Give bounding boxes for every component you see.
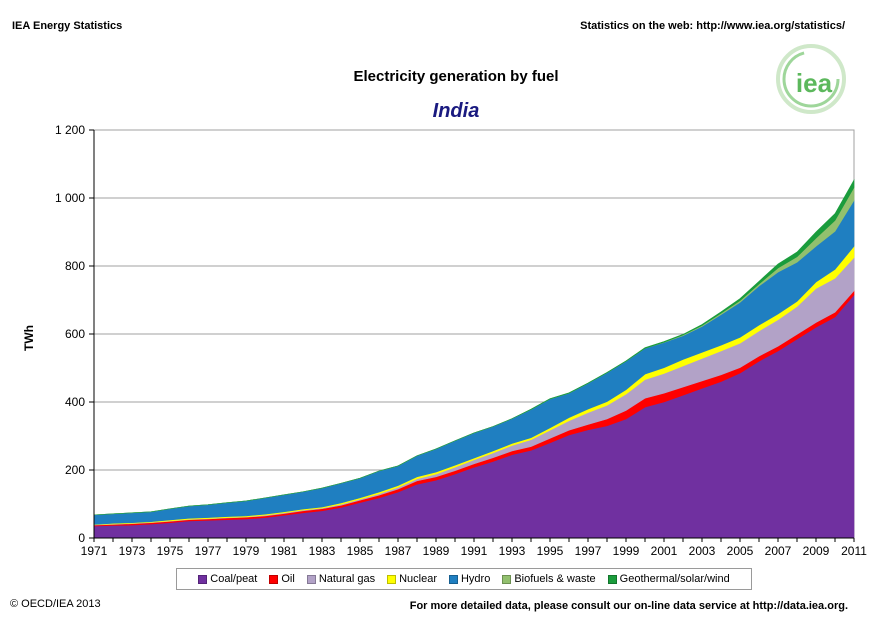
x-tick-label: 1979	[233, 544, 260, 558]
legend-item: Biofuels & waste	[502, 573, 596, 585]
legend-swatch	[306, 574, 316, 584]
legend-label: Nuclear	[399, 573, 437, 585]
x-tick-label: 1989	[423, 544, 450, 558]
y-tick-label: 800	[65, 259, 85, 273]
x-tick-label: 1971	[81, 544, 108, 558]
y-tick-label: 400	[65, 395, 85, 409]
footer-note: For more detailed data, please consult o…	[409, 600, 848, 612]
x-tick-label: 1995	[537, 544, 564, 558]
x-tick-label: 1983	[309, 544, 336, 558]
legend-label: Biofuels & waste	[514, 573, 596, 585]
x-tick-label: 2003	[689, 544, 716, 558]
x-tick-label: 1999	[613, 544, 640, 558]
x-tick-label: 2001	[651, 544, 678, 558]
y-tick-label: 1 200	[55, 123, 85, 137]
legend-swatch	[502, 574, 512, 584]
legend-item: Geothermal/solar/wind	[607, 573, 730, 585]
x-tick-label: 1977	[195, 544, 222, 558]
x-tick-label: 1975	[157, 544, 184, 558]
x-tick-label: 2009	[803, 544, 830, 558]
axis-layer: 0 200 400 600 800 1 000 1 200 1971 1973 1975 1977 1…	[55, 123, 867, 558]
legend-swatch	[198, 574, 208, 584]
y-tick-label: 600	[65, 327, 85, 341]
x-tick-label: 1985	[347, 544, 374, 558]
chart-subtitle: India	[432, 100, 480, 122]
legend-item: Natural gas	[306, 573, 376, 585]
x-tick-label: 1981	[271, 544, 298, 558]
x-tick-label: 1993	[499, 544, 526, 558]
iea-logo: iea	[776, 44, 846, 114]
x-tick-label: 2005	[727, 544, 754, 558]
header-left: IEA Energy Statistics	[12, 20, 123, 32]
logo-text: iea	[796, 68, 833, 98]
legend-item: Oil	[269, 573, 295, 585]
legend-label: Geothermal/solar/wind	[619, 573, 730, 585]
legend-item: Nuclear	[387, 573, 437, 585]
x-tick-label: 1973	[119, 544, 146, 558]
y-tick-label: 0	[78, 531, 85, 545]
legend-swatch	[269, 574, 279, 584]
header-right: Statistics on the web: http://www.iea.or…	[580, 20, 845, 32]
legend-swatch	[607, 574, 617, 584]
chart-title: Electricity generation by fuel	[353, 68, 559, 85]
legend-swatch	[448, 574, 458, 584]
y-tick-label: 200	[65, 463, 85, 477]
x-tick-label: 2007	[765, 544, 792, 558]
series-area-geothermal-solar-wind	[93, 178, 855, 516]
y-tick-label: 1 000	[55, 191, 85, 205]
legend-label: Natural gas	[318, 573, 376, 585]
x-tick-label: 1987	[385, 544, 412, 558]
legend-label: Hydro	[460, 573, 491, 585]
x-tick-label: 1997	[575, 544, 602, 558]
chart-legend: Coal/peat Oil Natural gas Nuclear Hydro Biofu…	[176, 568, 752, 590]
legend-label: Oil	[281, 573, 295, 585]
x-tick-label: 1991	[461, 544, 488, 558]
y-axis-label: TWh	[22, 325, 36, 351]
legend-item: Hydro	[448, 573, 491, 585]
legend-item: Coal/peat	[198, 573, 257, 585]
legend-label: Coal/peat	[210, 573, 258, 585]
x-tick-label: 2011	[841, 544, 867, 558]
footer-copyright: © OECD/IEA 2013	[10, 598, 101, 610]
legend-swatch	[387, 574, 397, 584]
